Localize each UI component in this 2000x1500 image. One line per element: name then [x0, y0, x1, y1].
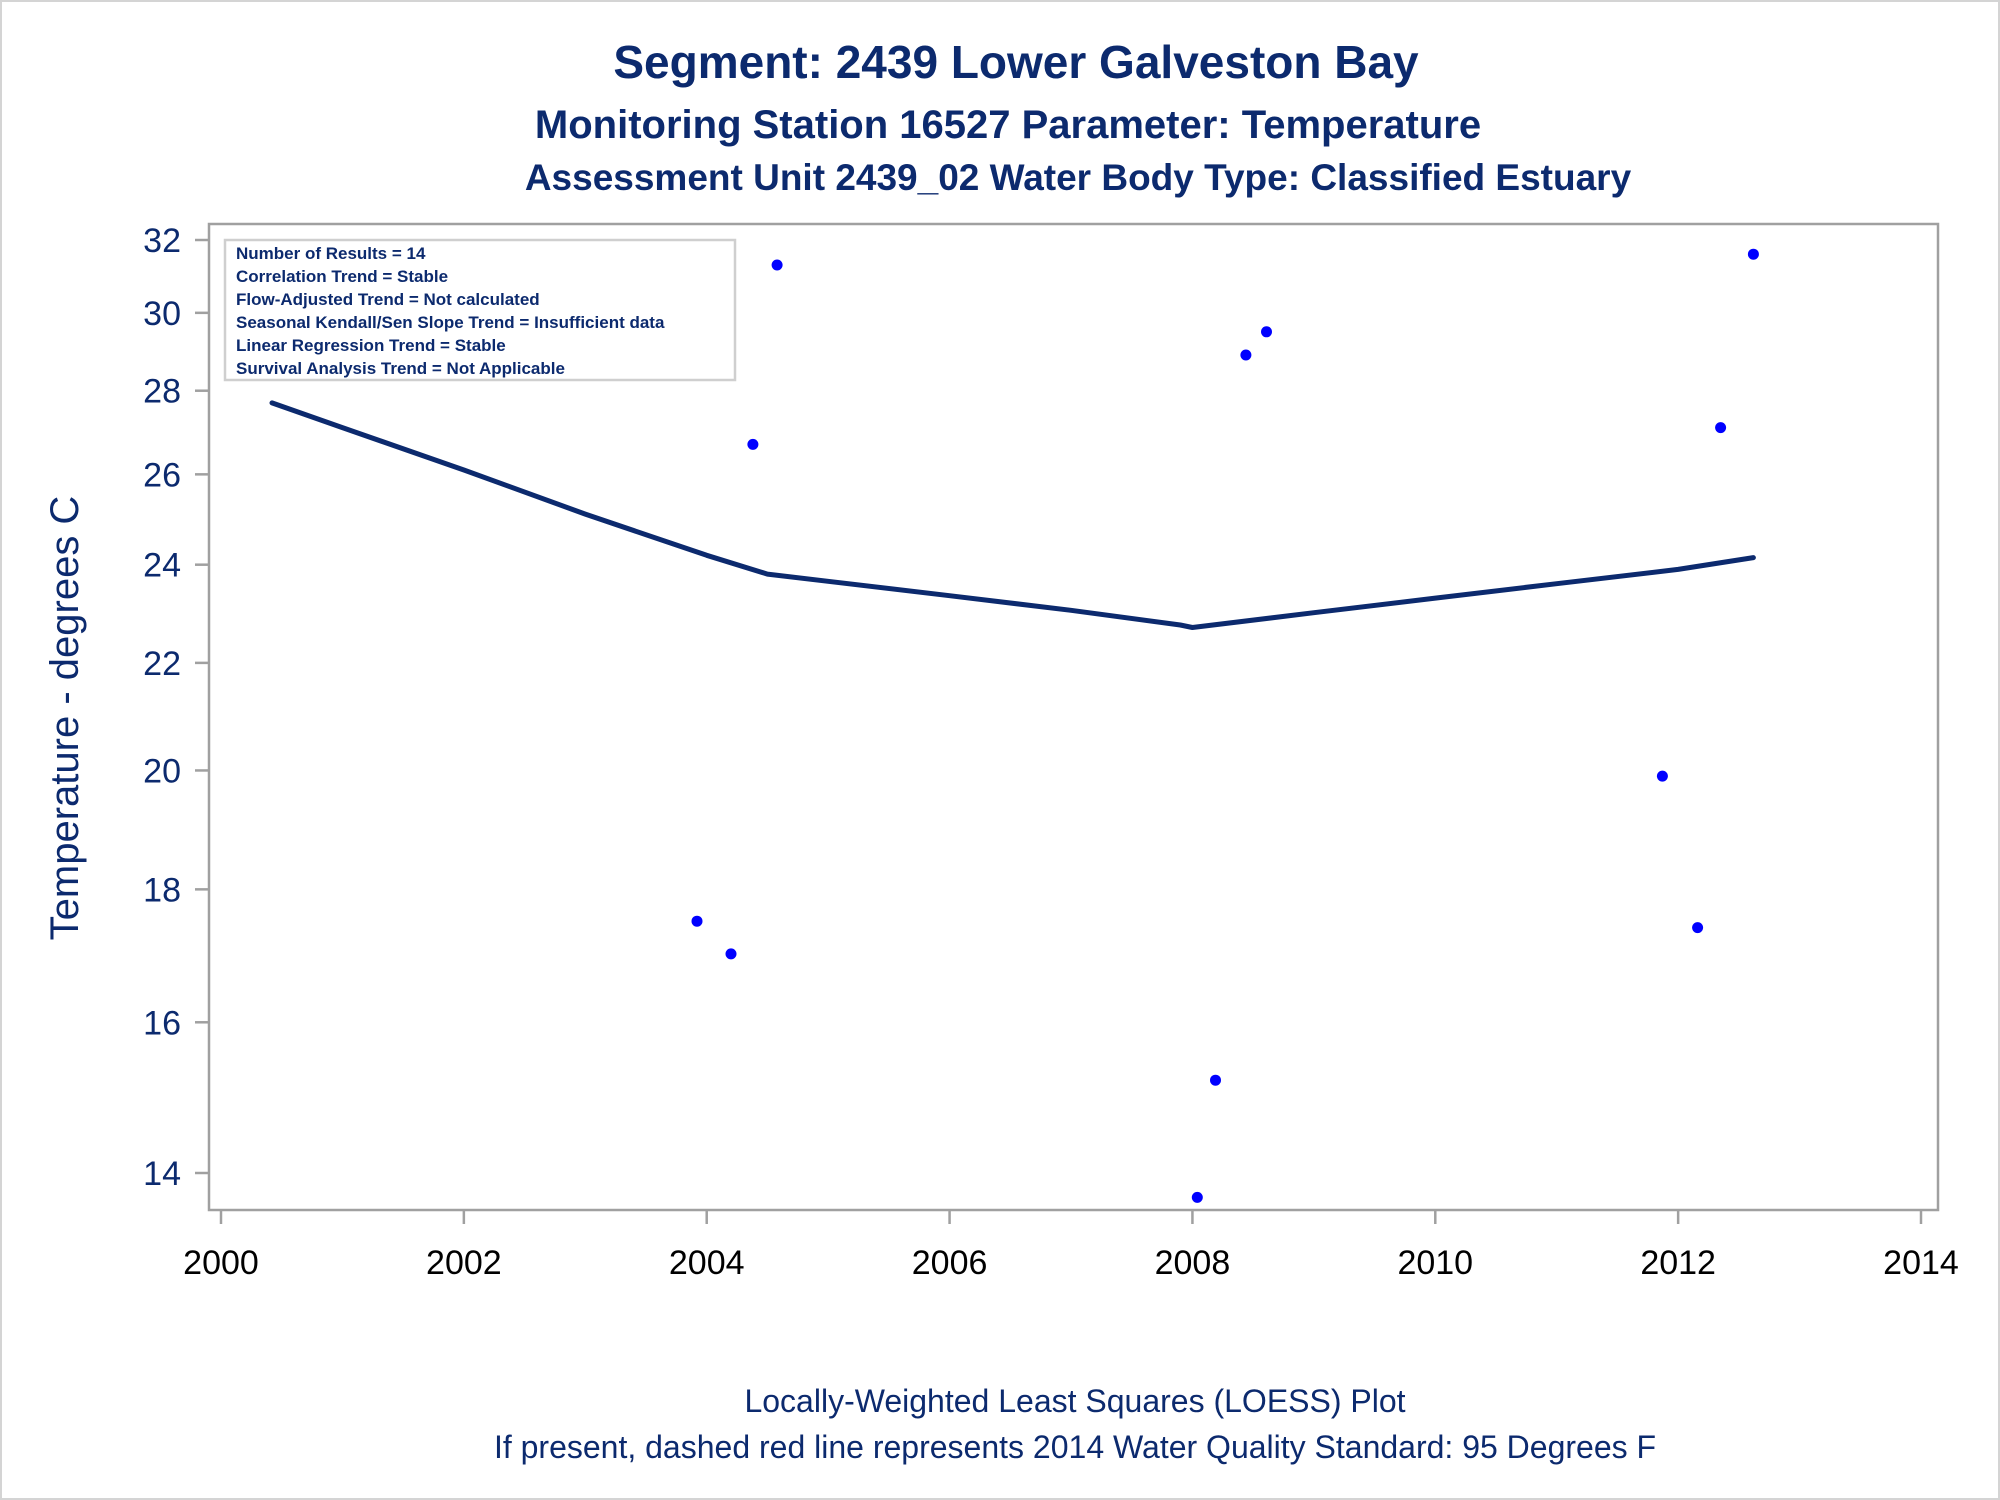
stats-legend: Number of Results = 14 Correlation Trend…	[223, 238, 737, 382]
y-tick-label: 22	[143, 645, 181, 683]
y-tick-label: 26	[143, 456, 181, 494]
data-point	[1656, 770, 1668, 782]
data-point	[1240, 349, 1252, 361]
y-tick-label: 24	[143, 547, 181, 585]
x-axis: 2000 2002 2004 2006 2008 2010 2012 2014	[183, 1210, 1959, 1282]
data-point	[747, 438, 759, 450]
y-tick-label: 28	[143, 373, 181, 411]
chart-title: Segment: 2439 Lower Galveston Bay	[613, 36, 1419, 88]
x-tick-label: 2010	[1397, 1244, 1473, 1282]
y-tick-label: 20	[143, 752, 181, 790]
stats-box	[223, 238, 737, 382]
x-tick-label: 2000	[183, 1244, 259, 1282]
y-axis: 14 16 18 20 22 24 26 28 30 32	[143, 222, 209, 1193]
data-point	[691, 915, 703, 927]
y-axis-label: Temperature - degrees C	[43, 496, 87, 941]
stat-line: Linear Regression Trend = Stable	[236, 336, 506, 355]
x-tick-label: 2006	[912, 1244, 988, 1282]
stat-line: Correlation Trend = Stable	[236, 267, 448, 286]
y-tick-label: 30	[143, 295, 181, 333]
x-tick-label: 2004	[669, 1244, 745, 1282]
data-point	[1715, 422, 1727, 434]
data-point	[1210, 1074, 1221, 1086]
y-tick-label: 32	[143, 222, 181, 260]
y-tick-label: 14	[143, 1155, 181, 1193]
x-tick-label: 2002	[426, 1244, 502, 1282]
data-point	[771, 259, 783, 271]
loess-layer	[269, 400, 1756, 630]
data-point	[1261, 326, 1272, 338]
x-tick-label: 2014	[1883, 1244, 1959, 1282]
footer-line-2: If present, dashed red line represents 2…	[494, 1429, 1656, 1465]
x-tick-label: 2008	[1155, 1244, 1231, 1282]
data-point	[725, 948, 737, 960]
footer-line-1: Locally-Weighted Least Squares (LOESS) P…	[744, 1383, 1405, 1419]
loess-line	[269, 400, 1756, 630]
scatter-points	[266, 248, 1759, 1203]
data-point	[1692, 922, 1704, 934]
chart-subtitle: Monitoring Station 16527 Parameter: Temp…	[535, 103, 1481, 147]
stat-line: Flow-Adjusted Trend = Not calculated	[236, 290, 540, 309]
data-point	[1191, 1191, 1203, 1203]
y-tick-label: 18	[143, 871, 181, 909]
data-point	[1747, 248, 1759, 260]
y-tick-label: 16	[143, 1004, 181, 1042]
stat-line: Survival Analysis Trend = Not Applicable	[236, 359, 565, 378]
plot-area	[207, 222, 1940, 1212]
stat-line: Seasonal Kendall/Sen Slope Trend = Insuf…	[236, 313, 665, 332]
stat-line: Number of Results = 14	[236, 244, 426, 263]
chart-subtitle-2: Assessment Unit 2439_02 Water Body Type:…	[525, 157, 1632, 198]
x-tick-label: 2012	[1640, 1244, 1716, 1282]
